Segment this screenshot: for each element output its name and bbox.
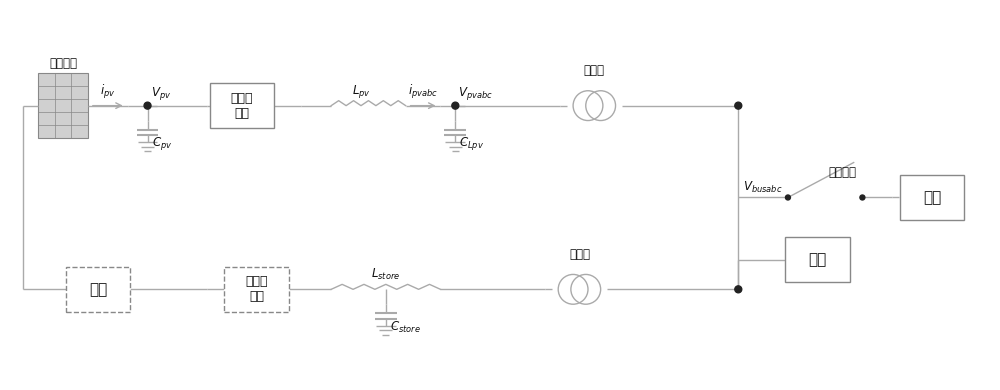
Text: $V_{pvabc}$: $V_{pvabc}$: [458, 85, 493, 102]
Text: 电网: 电网: [923, 190, 941, 205]
Circle shape: [144, 102, 151, 109]
Circle shape: [735, 102, 742, 109]
Text: $i_{pvabc}$: $i_{pvabc}$: [408, 83, 438, 101]
Bar: [38, 73, 88, 138]
Text: $C_{Lpv}$: $C_{Lpv}$: [459, 135, 484, 152]
Text: 储能: 储能: [89, 282, 107, 297]
Bar: [66, 267, 130, 312]
Text: 变压器: 变压器: [569, 248, 590, 261]
Circle shape: [785, 195, 790, 200]
Bar: [785, 237, 850, 282]
Text: 光伏电池: 光伏电池: [49, 57, 77, 71]
Bar: [210, 83, 274, 128]
Bar: [224, 267, 289, 312]
Circle shape: [452, 102, 459, 109]
Text: 并网开关: 并网开关: [829, 166, 857, 179]
Text: $V_{busabc}$: $V_{busabc}$: [743, 180, 783, 195]
Circle shape: [860, 195, 865, 200]
Text: $C_{pv}$: $C_{pv}$: [152, 135, 172, 152]
Text: $L_{pv}$: $L_{pv}$: [352, 83, 370, 100]
Text: 光伏逆
变器: 光伏逆 变器: [231, 92, 253, 120]
Text: $i_{pv}$: $i_{pv}$: [100, 83, 116, 101]
Text: $V_{pv}$: $V_{pv}$: [151, 85, 171, 102]
Text: $L_{store}$: $L_{store}$: [371, 267, 400, 282]
Text: 负载: 负载: [809, 252, 827, 267]
Text: $C_{store}$: $C_{store}$: [390, 319, 421, 335]
Circle shape: [735, 286, 742, 293]
Bar: [900, 175, 964, 220]
Text: 变压器: 变压器: [584, 64, 605, 77]
Text: 储能逆
变器: 储能逆 变器: [245, 275, 268, 303]
